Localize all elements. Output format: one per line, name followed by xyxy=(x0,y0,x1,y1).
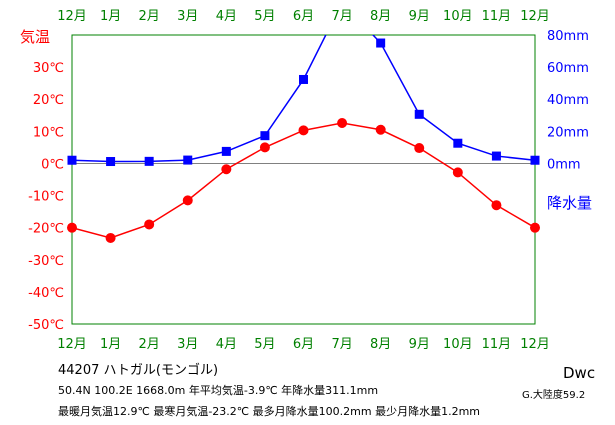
x-tick-label-top: 9月 xyxy=(409,9,430,24)
temperature-point xyxy=(67,222,77,233)
x-tick-label-top: 10月 xyxy=(443,9,473,24)
precipitation-point xyxy=(144,156,154,166)
temperature-point xyxy=(414,143,425,154)
continentality-index: G.大陸度59.2 xyxy=(522,390,586,401)
left-tick-label: -50℃ xyxy=(28,318,64,333)
precipitation-point xyxy=(67,155,77,165)
precipitation-point xyxy=(491,151,501,161)
x-tick-label-bottom: 11月 xyxy=(482,337,512,352)
station-info-line: 50.4N 100.2E 1668.0m 年平均気温-3.9℃ 年降水量311.… xyxy=(58,384,379,397)
precipitation-point xyxy=(106,157,116,167)
x-tick-label-top: 8月 xyxy=(370,9,391,24)
left-tick-label: -40℃ xyxy=(28,286,64,301)
temperature-point xyxy=(144,219,155,230)
precipitation-point xyxy=(414,109,424,119)
right-tick-label: 60mm xyxy=(547,61,589,76)
left-tick-label: -20℃ xyxy=(28,222,64,237)
x-tick-label-bottom: 4月 xyxy=(216,337,237,352)
precipitation-point xyxy=(530,155,540,165)
x-tick-label-top: 6月 xyxy=(293,9,314,24)
left-tick-label: 0℃ xyxy=(41,157,64,172)
climate-code: Dwc xyxy=(563,364,596,382)
x-tick-label-bottom: 2月 xyxy=(139,337,160,352)
left-tick-label: 30℃ xyxy=(33,61,64,76)
x-tick-label-top: 5月 xyxy=(254,9,275,24)
x-tick-label-top: 7月 xyxy=(331,9,352,24)
station-extremes-line: 最暖月気温12.9℃ 最寒月気温-23.2℃ 最多月降水量100.2mm 最少月… xyxy=(58,405,480,418)
temperature-point xyxy=(298,125,309,136)
right-tick-label: 40mm xyxy=(547,93,589,108)
left-tick-label: 10℃ xyxy=(33,125,64,140)
temperature-point xyxy=(182,195,193,206)
x-tick-label-bottom: 10月 xyxy=(443,337,473,352)
x-tick-label-top: 12月 xyxy=(57,9,87,24)
temperature-point xyxy=(530,222,540,233)
precipitation-point xyxy=(453,138,463,148)
plot-frame xyxy=(71,34,536,325)
right-axis-label: 降水量 xyxy=(547,194,592,212)
temperature-point xyxy=(375,124,386,135)
precipitation-point xyxy=(221,146,231,156)
right-tick-label: 0mm xyxy=(547,157,581,172)
temperature-point xyxy=(221,164,232,175)
x-tick-label-bottom: 8月 xyxy=(370,337,391,352)
right-tick-label: 80mm xyxy=(547,29,589,44)
x-tick-label-top: 11月 xyxy=(482,9,512,24)
left-tick-label: 20℃ xyxy=(33,93,64,108)
x-tick-label-top: 12月 xyxy=(520,9,550,24)
temperature-line xyxy=(72,122,535,239)
left-axis-label: 気温 xyxy=(20,28,50,46)
x-tick-label-bottom: 12月 xyxy=(520,337,550,352)
temperature-point xyxy=(259,142,270,153)
right-tick-label: 20mm xyxy=(547,125,589,140)
temperature-point xyxy=(105,232,116,243)
precipitation-point xyxy=(183,155,193,165)
temperature-point xyxy=(491,200,502,211)
temperature-point xyxy=(452,167,463,178)
x-tick-label-bottom: 3月 xyxy=(177,337,198,352)
x-tick-label-top: 3月 xyxy=(177,9,198,24)
x-tick-label-bottom: 12月 xyxy=(57,337,87,352)
precipitation-point xyxy=(376,38,386,48)
x-tick-label-top: 4月 xyxy=(216,9,237,24)
x-tick-label-bottom: 7月 xyxy=(331,337,352,352)
x-tick-label-bottom: 1月 xyxy=(100,337,121,352)
x-tick-label-bottom: 9月 xyxy=(409,337,430,352)
precipitation-point xyxy=(299,74,308,84)
x-tick-label-bottom: 6月 xyxy=(293,337,314,352)
x-tick-label-bottom: 5月 xyxy=(254,337,275,352)
x-tick-label-top: 2月 xyxy=(139,9,160,24)
precipitation-point xyxy=(260,131,270,141)
x-tick-label-top: 1月 xyxy=(100,9,121,24)
station-title: 44207 ハトガル(モンゴル) xyxy=(58,363,219,378)
left-tick-label: -10℃ xyxy=(28,190,64,205)
left-tick-label: -30℃ xyxy=(28,254,64,269)
temperature-point xyxy=(337,117,348,128)
